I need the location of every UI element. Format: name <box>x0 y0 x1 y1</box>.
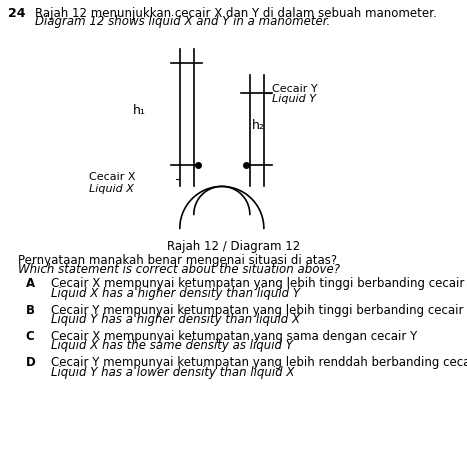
Text: Liquid X has the same density as liquid Y: Liquid X has the same density as liquid … <box>51 339 293 352</box>
Text: Liquid Y has a lower density than liquid X: Liquid Y has a lower density than liquid… <box>51 366 295 379</box>
Text: D: D <box>26 356 35 370</box>
Text: Liquid X: Liquid X <box>89 184 134 194</box>
Text: Cecair X mempunyai ketumpatan yang lebih tinggi berbanding cecair Y: Cecair X mempunyai ketumpatan yang lebih… <box>51 277 467 290</box>
Text: Cecair Y: Cecair Y <box>272 83 318 94</box>
Text: Rajah 12 / Diagram 12: Rajah 12 / Diagram 12 <box>167 240 300 253</box>
Text: Liquid Y has a higher density than liquid X: Liquid Y has a higher density than liqui… <box>51 313 300 326</box>
Text: Diagram 12 shows liquid X and Y in a manometer.: Diagram 12 shows liquid X and Y in a man… <box>35 15 330 28</box>
Text: Cecair X: Cecair X <box>89 172 135 182</box>
Text: B: B <box>26 304 35 317</box>
Text: Cecair Y mempunyai ketumpatan yang lebih renddah berbanding cecair X: Cecair Y mempunyai ketumpatan yang lebih… <box>51 356 467 370</box>
Text: Pernyataan manakah benar mengenai situasi di atas?: Pernyataan manakah benar mengenai situas… <box>18 254 337 267</box>
Text: Cecair Y mempunyai ketumpatan yang lebih tinggi berbanding cecair X: Cecair Y mempunyai ketumpatan yang lebih… <box>51 304 467 317</box>
Text: Liquid X has a higher density than liquid Y: Liquid X has a higher density than liqui… <box>51 287 300 300</box>
Text: Cecair X mempunyai ketumpatan yang sama dengan cecair Y: Cecair X mempunyai ketumpatan yang sama … <box>51 330 417 343</box>
Text: h₁: h₁ <box>133 104 146 117</box>
Text: Rajah 12 menunjukkan cecair X dan Y di dalam sebuah manometer.: Rajah 12 menunjukkan cecair X dan Y di d… <box>35 7 437 20</box>
Text: A: A <box>26 277 35 290</box>
Text: 24: 24 <box>8 7 26 20</box>
Text: Liquid Y: Liquid Y <box>272 94 316 104</box>
Text: Which statement is correct about the situation above?: Which statement is correct about the sit… <box>18 263 340 276</box>
Text: C: C <box>26 330 35 343</box>
Text: h₂: h₂ <box>252 119 265 132</box>
